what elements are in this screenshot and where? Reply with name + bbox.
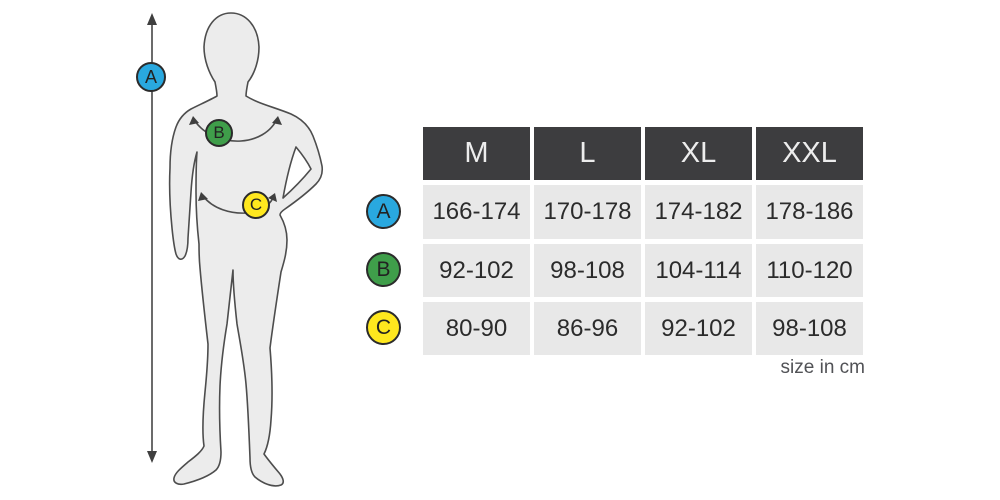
size-table: M L XL XXL 166-174 170-178 174-182 178-1… xyxy=(423,127,863,355)
figure-marker-waist: C xyxy=(242,191,270,219)
figure-marker-chest-label: B xyxy=(213,123,225,142)
arrowhead-icon xyxy=(198,192,208,201)
arrowhead-icon xyxy=(268,193,277,202)
figure-marker-height: A xyxy=(136,62,166,92)
cell-height-m: 166-174 xyxy=(423,185,530,239)
row-marker-waist: C xyxy=(366,310,401,345)
arrow-down-icon xyxy=(147,451,157,463)
cell-waist-xl: 92-102 xyxy=(645,302,752,355)
cell-chest-xl: 104-114 xyxy=(645,244,752,297)
row-marker-height-label: A xyxy=(376,199,391,223)
column-header-xxl: XXL xyxy=(756,127,863,180)
arrow-up-icon xyxy=(147,13,157,25)
body-silhouette xyxy=(168,12,324,487)
figure-marker-waist-label: C xyxy=(249,195,263,214)
cell-height-l: 170-178 xyxy=(534,185,641,239)
row-marker-waist-label: C xyxy=(375,315,392,339)
column-header-l: L xyxy=(534,127,641,180)
arrowhead-icon xyxy=(189,116,199,125)
row-marker-height: A xyxy=(366,194,401,229)
units-note: size in cm xyxy=(780,357,865,378)
cell-chest-l: 98-108 xyxy=(534,244,641,297)
cell-chest-xxl: 110-120 xyxy=(756,244,863,297)
cell-waist-l: 86-96 xyxy=(534,302,641,355)
cell-waist-xxl: 98-108 xyxy=(756,302,863,355)
arrowhead-icon xyxy=(272,116,282,125)
column-header-xl: XL xyxy=(645,127,752,180)
height-arrow xyxy=(147,13,157,463)
cell-height-xl: 174-182 xyxy=(645,185,752,239)
cell-height-xxl: 178-186 xyxy=(756,185,863,239)
figure-marker-chest: B xyxy=(205,119,233,147)
cell-chest-m: 92-102 xyxy=(423,244,530,297)
row-marker-chest: B xyxy=(366,252,401,287)
row-marker-chest-label: B xyxy=(376,257,391,281)
figure-marker-height-label: A xyxy=(144,66,157,87)
column-header-m: M xyxy=(423,127,530,180)
cell-waist-m: 80-90 xyxy=(423,302,530,355)
